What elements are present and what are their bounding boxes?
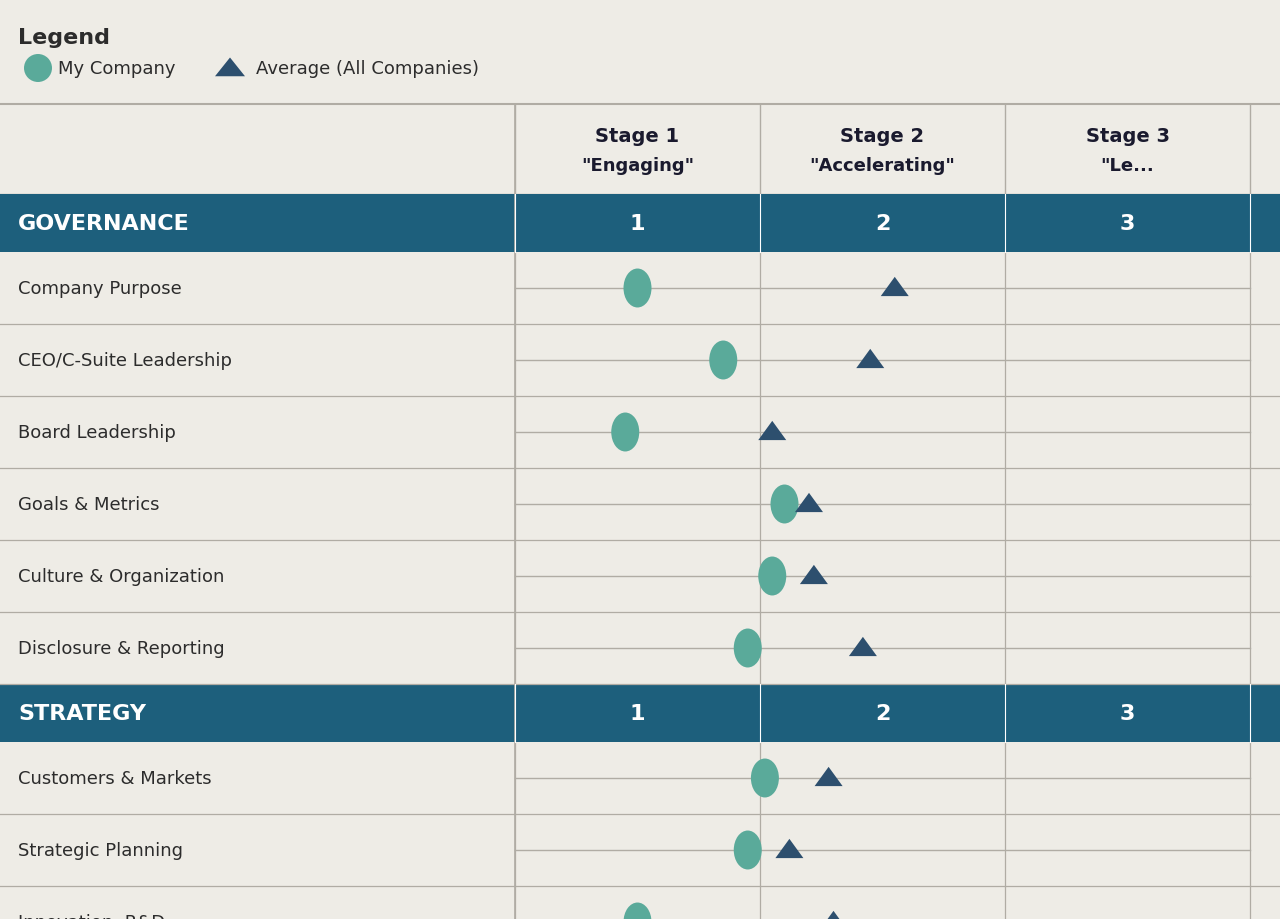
Text: My Company: My Company bbox=[58, 60, 175, 78]
Polygon shape bbox=[776, 839, 804, 858]
Text: "Accelerating": "Accelerating" bbox=[809, 157, 955, 175]
Ellipse shape bbox=[758, 557, 786, 596]
Polygon shape bbox=[758, 422, 786, 440]
Bar bbox=[0, 814, 1280, 886]
Bar bbox=[0, 469, 1280, 540]
Text: 2: 2 bbox=[874, 703, 890, 723]
Polygon shape bbox=[856, 349, 884, 369]
Bar bbox=[0, 253, 1280, 324]
Text: GOVERNANCE: GOVERNANCE bbox=[18, 214, 189, 233]
Polygon shape bbox=[881, 278, 909, 297]
Text: 3: 3 bbox=[1120, 703, 1135, 723]
Polygon shape bbox=[814, 767, 842, 787]
Text: 2: 2 bbox=[874, 214, 890, 233]
Polygon shape bbox=[215, 59, 244, 77]
Ellipse shape bbox=[733, 629, 762, 668]
Ellipse shape bbox=[24, 55, 52, 83]
Ellipse shape bbox=[733, 831, 762, 869]
Polygon shape bbox=[849, 637, 877, 656]
Text: CEO/C-Suite Leadership: CEO/C-Suite Leadership bbox=[18, 352, 232, 369]
Bar bbox=[0, 685, 1280, 743]
Text: Disclosure & Reporting: Disclosure & Reporting bbox=[18, 640, 224, 657]
Bar bbox=[0, 105, 1280, 195]
Text: Stage 1: Stage 1 bbox=[595, 127, 680, 146]
Text: Innovation, R&D: Innovation, R&D bbox=[18, 913, 165, 919]
Text: Board Leadership: Board Leadership bbox=[18, 424, 175, 441]
Text: 1: 1 bbox=[630, 214, 645, 233]
Text: Goals & Metrics: Goals & Metrics bbox=[18, 495, 160, 514]
Bar bbox=[0, 886, 1280, 919]
Bar bbox=[0, 540, 1280, 612]
Text: Stage 3: Stage 3 bbox=[1085, 127, 1170, 146]
Text: 1: 1 bbox=[630, 703, 645, 723]
Text: Stage 2: Stage 2 bbox=[841, 127, 924, 146]
Bar bbox=[0, 612, 1280, 685]
Text: "Le...: "Le... bbox=[1101, 157, 1155, 175]
Polygon shape bbox=[795, 494, 823, 513]
Bar bbox=[0, 324, 1280, 397]
Ellipse shape bbox=[612, 413, 639, 452]
Bar bbox=[0, 0, 1280, 105]
Text: Strategic Planning: Strategic Planning bbox=[18, 841, 183, 859]
Text: Average (All Companies): Average (All Companies) bbox=[256, 60, 479, 78]
Bar bbox=[0, 743, 1280, 814]
Polygon shape bbox=[819, 911, 847, 919]
Text: STRATEGY: STRATEGY bbox=[18, 703, 146, 723]
Text: Culture & Organization: Culture & Organization bbox=[18, 567, 224, 585]
Polygon shape bbox=[800, 565, 828, 584]
Bar bbox=[0, 397, 1280, 469]
Text: "Engaging": "Engaging" bbox=[581, 157, 694, 175]
Ellipse shape bbox=[751, 759, 780, 798]
Text: 3: 3 bbox=[1120, 214, 1135, 233]
Text: Company Purpose: Company Purpose bbox=[18, 279, 182, 298]
Text: Customers & Markets: Customers & Markets bbox=[18, 769, 211, 788]
Ellipse shape bbox=[709, 341, 737, 380]
Text: Legend: Legend bbox=[18, 28, 110, 48]
Ellipse shape bbox=[623, 269, 652, 308]
Ellipse shape bbox=[771, 485, 799, 524]
Ellipse shape bbox=[623, 902, 652, 919]
Bar bbox=[0, 195, 1280, 253]
